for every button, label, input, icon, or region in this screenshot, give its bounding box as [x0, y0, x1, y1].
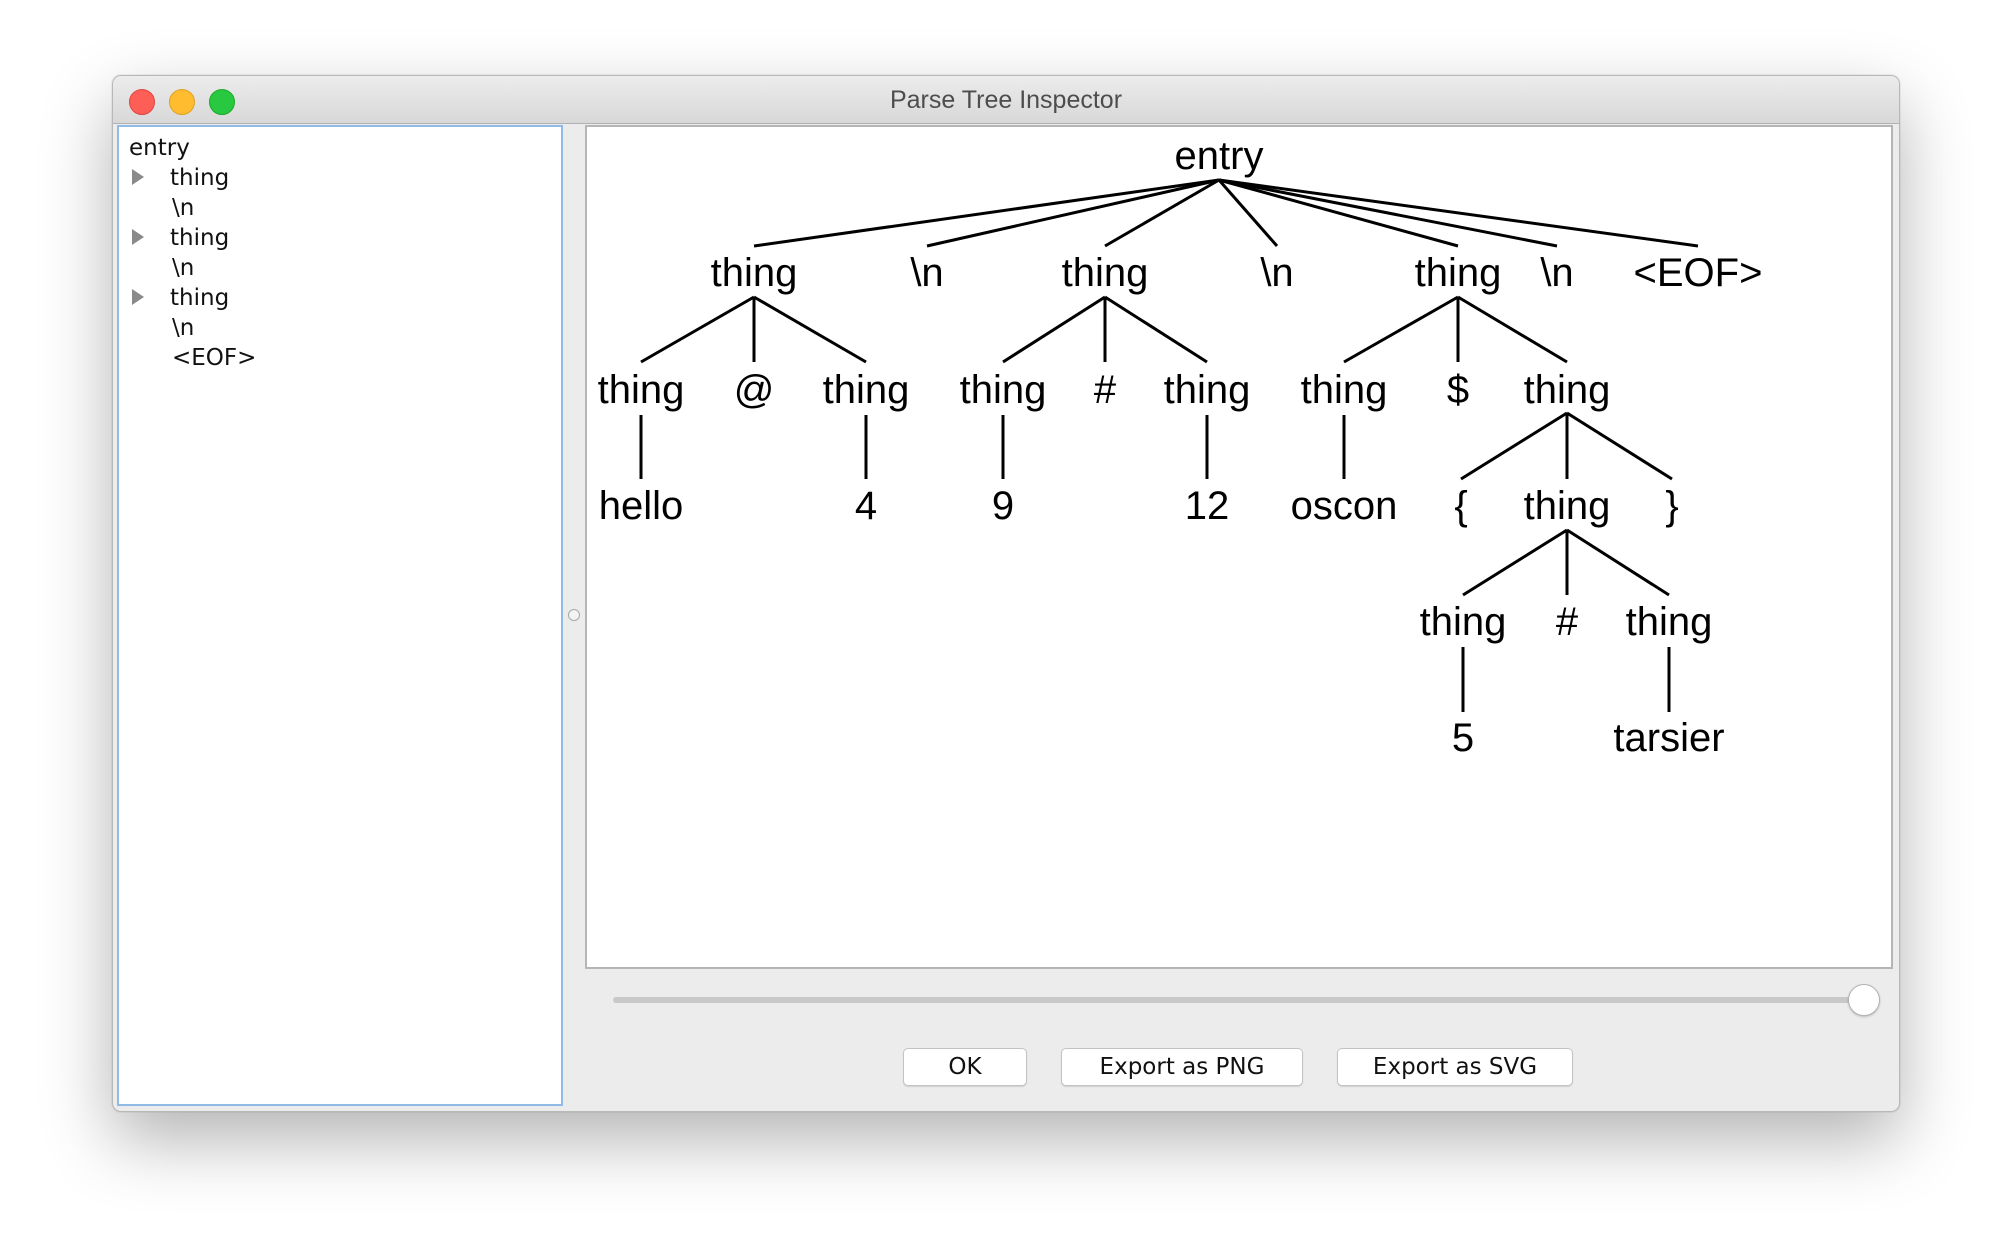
tree-node: thing — [823, 368, 910, 412]
tree-item-thing[interactable]: thing — [170, 285, 230, 311]
tree-edge — [1566, 528, 1670, 597]
tree-node: thing — [1524, 484, 1611, 528]
tree-item-eof[interactable]: <EOF> — [172, 345, 257, 371]
export-svg-button[interactable]: Export as SVG — [1337, 1048, 1573, 1086]
tree-node: \n — [1260, 251, 1293, 295]
tree-node: \n — [1540, 251, 1573, 295]
window-title: Parse Tree Inspector — [889, 86, 1123, 114]
tree-node: thing — [1062, 251, 1149, 295]
tree-list-panel[interactable]: entry thing \n thing \n thing \n <EOF> — [117, 125, 563, 1106]
tree-edge — [1217, 179, 1279, 247]
tree-node: { — [1454, 484, 1467, 528]
tree-node: thing — [1301, 368, 1388, 412]
export-png-button[interactable]: Export as PNG — [1061, 1048, 1303, 1086]
tree-nodes: entry thing \n thing \n thing \n <EOF> t… — [598, 134, 1763, 760]
tree-item-thing[interactable]: thing — [170, 225, 230, 251]
title-bar[interactable]: Parse Tree Inspector — [113, 76, 1899, 124]
tree-item-newline[interactable]: \n — [172, 315, 195, 341]
zoom-window-button[interactable] — [209, 89, 235, 115]
tree-edge — [1343, 295, 1459, 364]
tree-node: 12 — [1185, 484, 1230, 528]
expand-arrow-icon[interactable] — [132, 169, 144, 185]
tree-edge — [1104, 178, 1220, 248]
tree-node: # — [1094, 368, 1117, 412]
tree-item-newline[interactable]: \n — [172, 195, 195, 221]
tree-node: thing — [960, 368, 1047, 412]
tree-edges — [639, 178, 1699, 712]
tree-edge — [1218, 178, 1558, 248]
parse-tree-diagram: entry thing \n thing \n thing \n <EOF> t… — [598, 134, 1763, 760]
tree-node: } — [1665, 484, 1678, 528]
tree-node: tarsier — [1613, 716, 1724, 760]
tree-node: thing — [1420, 600, 1507, 644]
parse-tree-inspector-window: Parse Tree Inspector entry thing \n thin… — [112, 75, 1900, 1112]
tree-node: thing — [1524, 368, 1611, 412]
tree-edge — [640, 295, 755, 364]
expand-arrow-icon[interactable] — [132, 289, 144, 305]
tree-node: $ — [1447, 368, 1469, 412]
tree-node: thing — [1415, 251, 1502, 295]
tree-edge — [926, 178, 1220, 248]
tree-node: \n — [910, 251, 943, 295]
tree-node: @ — [734, 368, 775, 412]
tree-node: 4 — [855, 484, 877, 528]
tree-item-entry[interactable]: entry — [129, 135, 190, 161]
tree-item-thing[interactable]: thing — [170, 165, 230, 191]
tree-edge — [1002, 295, 1106, 364]
split-pane-divider-handle[interactable] — [568, 609, 580, 621]
expand-arrow-icon[interactable] — [132, 229, 144, 245]
tree-node: thing — [1164, 368, 1251, 412]
tree-edge — [1457, 295, 1568, 364]
tree-node: thing — [598, 368, 685, 412]
tree-edge — [1218, 178, 1699, 248]
tree-node: 9 — [992, 484, 1014, 528]
ok-button[interactable]: OK — [903, 1048, 1027, 1086]
tree-edge — [1566, 411, 1673, 481]
tree-node: entry — [1175, 134, 1264, 178]
tree-edge — [1460, 411, 1568, 481]
close-window-button[interactable] — [129, 89, 155, 115]
tree-node: hello — [599, 484, 684, 528]
zoom-slider-track[interactable] — [613, 997, 1865, 1003]
tree-edge — [753, 178, 1220, 248]
tree-node: # — [1556, 600, 1579, 644]
tree-item-newline[interactable]: \n — [172, 255, 195, 281]
tree-node: <EOF> — [1634, 251, 1763, 295]
tree-edge — [1104, 295, 1208, 364]
tree-node: thing — [1626, 600, 1713, 644]
tree-node: oscon — [1291, 484, 1398, 528]
tree-edge — [753, 295, 867, 364]
parse-tree-canvas: entry thing \n thing \n thing \n <EOF> t… — [585, 125, 1893, 969]
zoom-slider-knob[interactable] — [1848, 984, 1880, 1016]
minimize-window-button[interactable] — [169, 89, 195, 115]
tree-node: 5 — [1452, 716, 1474, 760]
tree-node: thing — [711, 251, 798, 295]
tree-edge — [1462, 528, 1568, 597]
tree-edge — [1218, 178, 1459, 248]
